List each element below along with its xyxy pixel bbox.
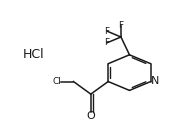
Text: F: F [118,21,124,30]
Text: O: O [86,111,95,121]
Text: HCl: HCl [23,48,45,61]
Text: F: F [105,38,110,47]
Text: F: F [105,27,110,36]
Text: N: N [151,76,159,86]
Text: Cl: Cl [53,77,62,86]
